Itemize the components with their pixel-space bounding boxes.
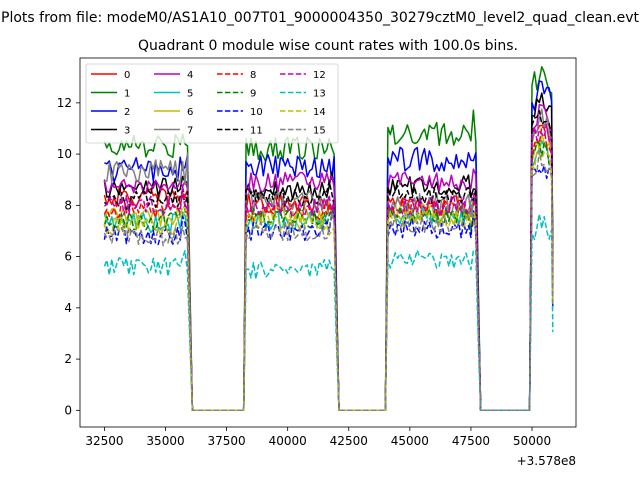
series-line-14	[103, 150, 554, 412]
x-tick-label: 32500	[85, 434, 123, 448]
y-tick-label: 6	[64, 250, 72, 264]
plot-frame	[79, 57, 577, 428]
legend-label: 8	[250, 70, 256, 81]
series-line-15	[103, 150, 554, 412]
x-tick-label: 50000	[513, 434, 551, 448]
x-tick-label: 45000	[391, 434, 429, 448]
x-tick-label: 42500	[330, 434, 368, 448]
y-tick-label: 2	[64, 352, 72, 366]
y-axis: 0 2 4 6 8 10 12	[57, 96, 80, 417]
plot-lines	[103, 66, 554, 412]
x-axis: 32500 35000 37500 40000 42500 45000 47500 50000	[85, 427, 551, 448]
legend-label: 5	[187, 89, 193, 100]
legend-label: 15	[313, 126, 326, 137]
legend-box	[85, 63, 339, 144]
series-line-12	[103, 123, 554, 412]
series-line-6	[103, 131, 554, 412]
legend-label: 1	[124, 89, 130, 100]
y-tick-label: 4	[64, 301, 72, 315]
chart-title: Quadrant 0 module wise count rates with …	[138, 38, 518, 54]
x-tick-label: 37500	[208, 434, 246, 448]
legend-label: 12	[313, 70, 326, 81]
legend-label: 9	[250, 89, 256, 100]
y-tick-label: 12	[57, 96, 72, 110]
legend-label: 11	[250, 126, 263, 137]
legend-label: 4	[187, 70, 193, 81]
x-tick-label: 35000	[146, 434, 184, 448]
x-offset-label: +3.578e8	[517, 454, 576, 468]
x-tick-label: 47500	[452, 434, 490, 448]
legend-label: 14	[313, 107, 326, 118]
x-tick-label: 40000	[269, 434, 307, 448]
series-line-4	[103, 103, 554, 412]
y-tick-label: 10	[57, 147, 72, 161]
legend-label: 13	[313, 89, 326, 100]
legend-label: 10	[250, 107, 263, 118]
chart-suptitle: Plots from file: modeM0/AS1A10_007T01_90…	[1, 10, 639, 26]
legend-label: 0	[124, 70, 130, 81]
series-line-8	[103, 125, 554, 412]
y-tick-label: 0	[64, 403, 72, 417]
series-line-13	[103, 213, 554, 412]
legend-label: 2	[124, 107, 130, 118]
legend-label: 6	[187, 107, 193, 118]
legend-label: 3	[124, 126, 130, 137]
legend-label: 7	[187, 126, 193, 137]
y-tick-label: 8	[64, 198, 72, 212]
